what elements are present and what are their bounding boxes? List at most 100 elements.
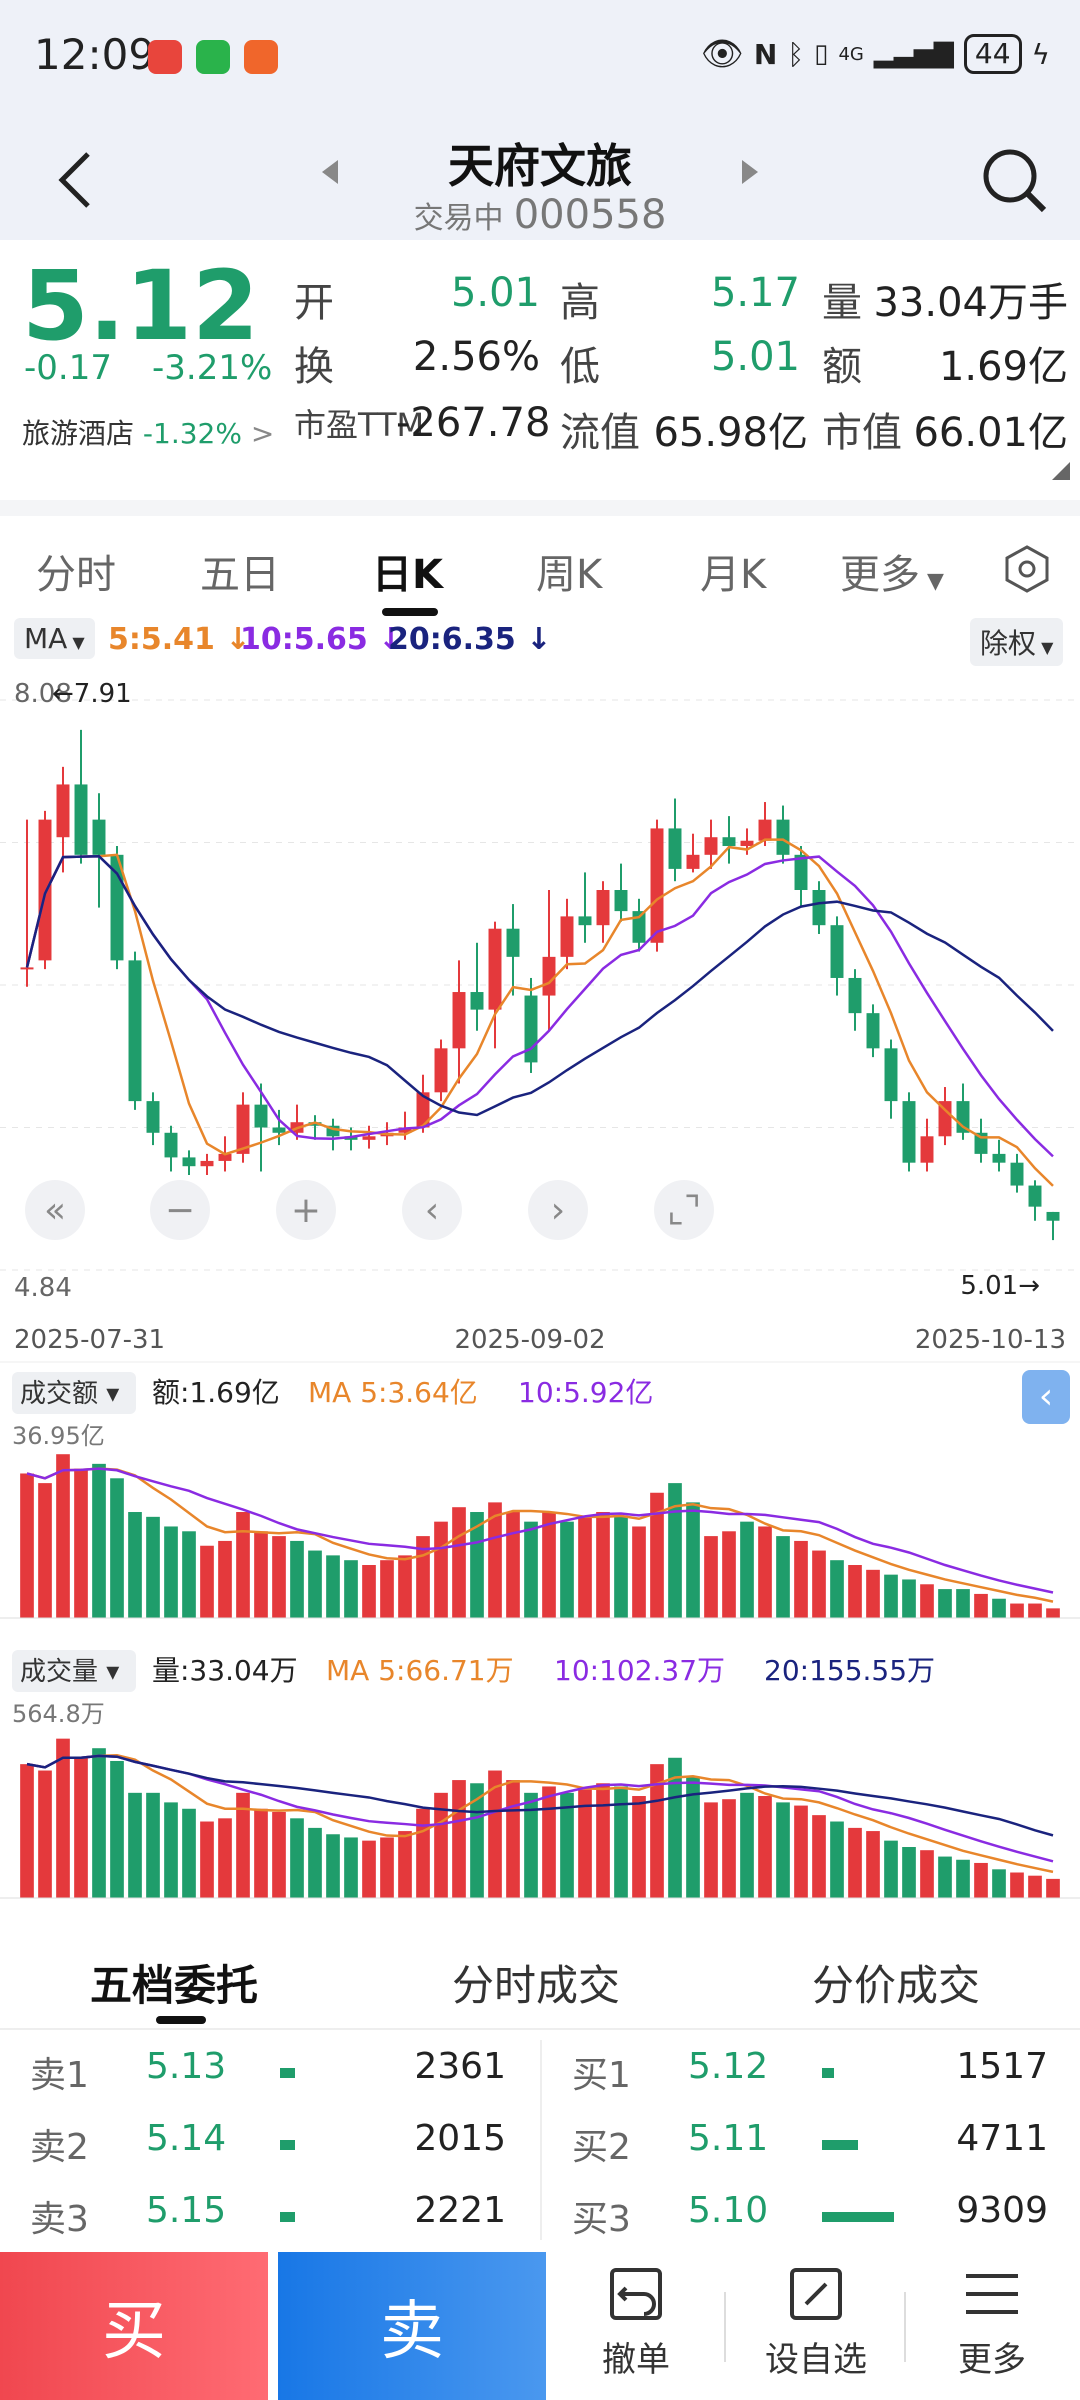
fullscreen-icon-bg[interactable] — [654, 1180, 714, 1240]
high-marker-label: ←7.91 — [52, 680, 132, 709]
volume-bar — [20, 1764, 34, 1898]
search-icon[interactable] — [980, 146, 1050, 216]
tab-tick-trades[interactable]: 分时成交 — [452, 1961, 621, 2010]
candle-body — [884, 1048, 898, 1102]
tab-more[interactable]: 更多 ▼ — [840, 542, 944, 600]
amount-panel-pill — [12, 1372, 136, 1414]
back-arrow-icon[interactable] — [56, 150, 96, 210]
x-label-start: 2025-07-31 — [14, 1325, 165, 1355]
sell-level-price: 5.13 — [146, 2046, 227, 2087]
tab-five-level[interactable]: 五档委托 — [90, 1961, 259, 2010]
volume-bar — [200, 1545, 214, 1618]
next-stock-icon[interactable] — [738, 156, 762, 188]
low-marker-label: 5.01→ — [960, 1271, 1040, 1301]
buy-button[interactable]: 买 — [0, 2252, 268, 2400]
industry-name: 旅游酒店 — [22, 417, 135, 450]
volume-bar — [128, 1792, 142, 1898]
volume-bar — [740, 1792, 754, 1898]
collapse-tab[interactable] — [1022, 1370, 1070, 1424]
add-watchlist-button[interactable]: 设自选 — [726, 2262, 906, 2400]
tab-five-day[interactable]: 五日 — [200, 552, 280, 598]
volume-bar — [722, 1799, 736, 1898]
status-time: 12:09 — [34, 30, 156, 79]
next-candle-icon-bg[interactable] — [528, 1180, 588, 1240]
buy-level-1[interactable]: 买1 5.12 1517 — [542, 2046, 1062, 2106]
tab-intraday[interactable]: 分时 — [36, 552, 116, 598]
candle-body — [722, 837, 736, 847]
sell-level-label: 卖1 — [30, 2055, 89, 2096]
tab-price-trades[interactable]: 分价成交 — [812, 1961, 981, 2010]
zoom-in-icon[interactable]: + — [291, 1190, 321, 1231]
candle-body — [146, 1101, 160, 1133]
volume-bar — [254, 1808, 268, 1898]
candle-body — [254, 1104, 268, 1128]
volume-bar — [740, 1521, 754, 1618]
candle-body — [614, 890, 628, 912]
candle-body — [92, 819, 106, 855]
candle-body — [74, 784, 88, 855]
volume-bar — [902, 1847, 916, 1898]
candle-body — [596, 890, 610, 926]
battery-icon: 44 — [963, 34, 1022, 74]
ma-selector[interactable]: MA ▼ — [14, 618, 95, 659]
tab-daily-k[interactable]: 日K — [372, 552, 443, 598]
volume-bar — [866, 1831, 880, 1898]
volume-bar — [524, 1792, 538, 1898]
amount-label: 额 — [822, 344, 862, 390]
adjust-selector[interactable]: 除权 ▼ — [970, 618, 1064, 666]
next-candle-icon[interactable]: › — [551, 1190, 565, 1231]
sell-level-2[interactable]: 卖2 5.14 2015 — [0, 2118, 520, 2178]
candle-body — [758, 819, 772, 841]
prev-stock-icon[interactable] — [318, 156, 342, 188]
volume-bar — [524, 1521, 538, 1618]
more-button[interactable]: 更多 — [902, 2262, 1080, 2400]
settings-hex-icon[interactable] — [1002, 544, 1052, 594]
candle-body — [686, 854, 700, 869]
prev-candle-icon-bg[interactable] — [402, 1180, 462, 1240]
tab-monthly-k[interactable]: 月K — [700, 552, 767, 598]
stock-subtitle: 交易中 000558 — [0, 192, 1080, 238]
tab-weekly-k[interactable]: 周K — [536, 552, 603, 598]
zoom-out-icon-bg[interactable] — [150, 1180, 210, 1240]
volume-bar — [632, 1796, 646, 1898]
sell-level-1[interactable]: 卖1 5.13 2361 — [0, 2046, 520, 2106]
trade-status: 交易中 — [413, 201, 504, 236]
candle-body — [794, 854, 808, 890]
volume-bar — [938, 1856, 952, 1898]
candle-body — [866, 1013, 880, 1049]
prev-candle-icon[interactable]: ‹ — [425, 1190, 439, 1231]
volume-bar — [164, 1526, 178, 1618]
volume-bar — [506, 1780, 520, 1898]
volume-panel-legend-2: 10:102.37万 — [554, 1654, 725, 1687]
buy-level-2[interactable]: 买2 5.11 4711 — [542, 2118, 1062, 2178]
buy-level-price: 5.11 — [688, 2118, 769, 2159]
volume-bar — [848, 1565, 862, 1618]
action-bar: 买 卖 撤单 设自选 更多 — [0, 2252, 1080, 2400]
zoom-in-icon-bg[interactable] — [276, 1180, 336, 1240]
scroll-left-icon-bg[interactable] — [25, 1180, 85, 1240]
candle-body — [992, 1153, 1006, 1163]
sell-button[interactable]: 卖 — [278, 2252, 546, 2400]
volume-bar — [1046, 1608, 1060, 1618]
ma5-text: 5:5.41 — [108, 622, 215, 657]
kline-chart[interactable]: 8.08←7.91 4.84 5.01→ « − + ‹ › ⌞⌝ 2025-07-31 2025-… — [0, 680, 1080, 1920]
industry-pct: -1.32% — [142, 417, 242, 450]
volume-bar — [902, 1579, 916, 1618]
expand-corner-icon[interactable] — [1052, 462, 1070, 480]
volume-bar — [290, 1818, 304, 1898]
sell-level-3[interactable]: 卖3 5.15 2221 — [0, 2190, 520, 2250]
cancel-order-button[interactable]: 撤单 — [546, 2262, 726, 2400]
zoom-out-icon[interactable]: − — [165, 1190, 195, 1231]
current-price: 5.12 — [22, 250, 259, 362]
volume-bar — [56, 1738, 70, 1898]
volume-bar — [272, 1536, 286, 1618]
fullscreen-icon[interactable]: ⌞⌝ — [667, 1190, 701, 1231]
volume-bar — [560, 1521, 574, 1618]
buy-level-3[interactable]: 买3 5.10 9309 — [542, 2190, 1062, 2250]
volume-bar — [254, 1531, 268, 1618]
buy-level-price: 5.12 — [688, 2046, 769, 2087]
vibrate-icon: ▯ — [814, 39, 829, 69]
stock-name: 天府文旅 — [448, 139, 632, 193]
industry-link[interactable]: 旅游酒店 -1.32% > — [22, 412, 274, 452]
scroll-left-icon[interactable]: « — [44, 1190, 66, 1231]
